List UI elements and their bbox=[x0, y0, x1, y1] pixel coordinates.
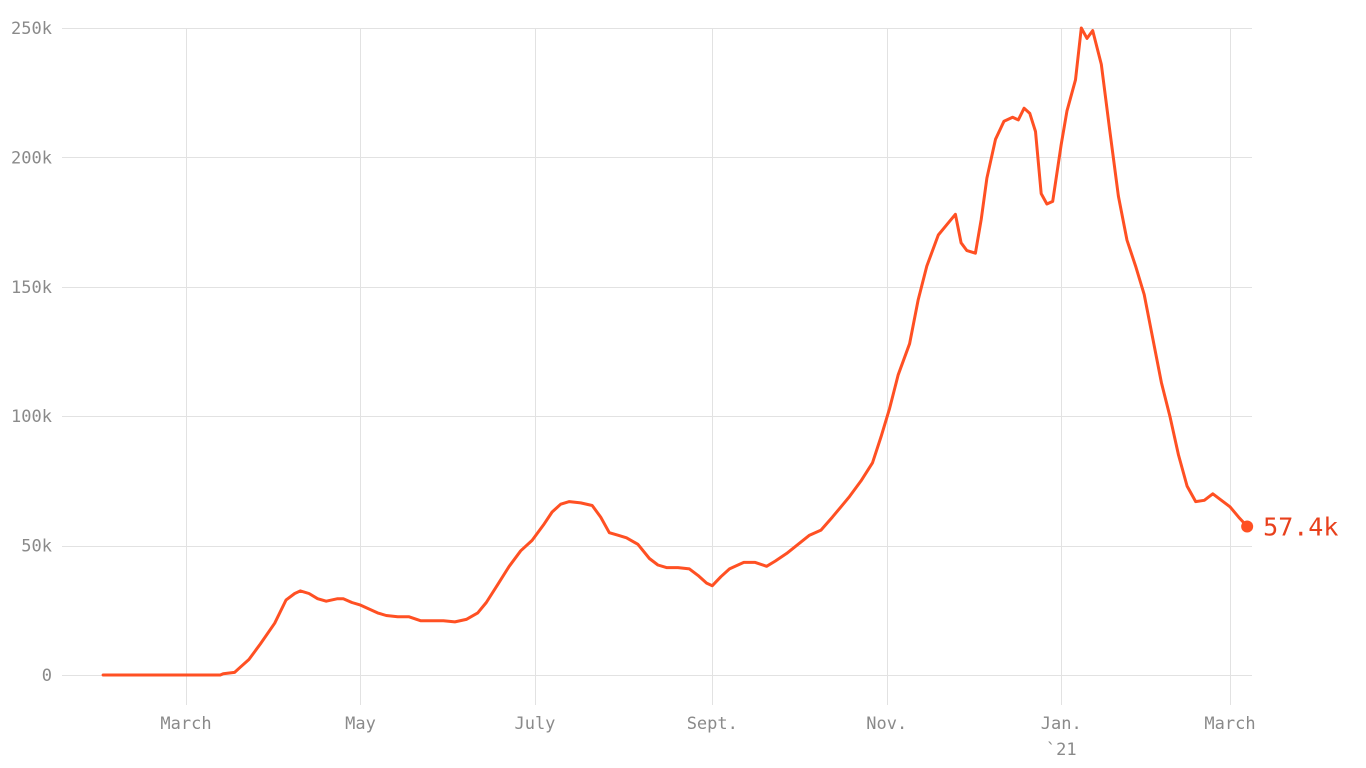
y-tick-label: 200k bbox=[11, 148, 52, 168]
x-tick-label: July bbox=[514, 714, 555, 734]
x-tick-sublabel: `21 bbox=[1046, 740, 1077, 760]
end-value-label: 57.4k bbox=[1263, 512, 1338, 541]
x-tick-label: March bbox=[160, 714, 211, 734]
x-tick-label: Sept. bbox=[687, 714, 738, 734]
series-line-0 bbox=[101, 26, 1249, 677]
x-axis-labels: March May July Sept. Nov. Jan. `21 March bbox=[160, 714, 1255, 760]
series-layer bbox=[101, 26, 1249, 677]
y-tick-label: 0 bbox=[42, 666, 52, 686]
grid-lines bbox=[62, 28, 1252, 705]
y-tick-label: 100k bbox=[11, 407, 52, 427]
y-tick-label: 150k bbox=[11, 278, 52, 298]
end-point-marker bbox=[1241, 520, 1254, 533]
x-tick-label: Jan. bbox=[1041, 714, 1082, 734]
x-tick-label: Nov. bbox=[866, 714, 907, 734]
end-marker-group: 57.4k bbox=[1241, 512, 1338, 541]
y-tick-label: 50k bbox=[21, 537, 52, 557]
y-axis-labels: 0 50k 100k 150k 200k 250k bbox=[11, 19, 52, 686]
y-tick-label: 250k bbox=[11, 19, 52, 39]
x-tick-label: March bbox=[1204, 714, 1255, 734]
x-tick-label: May bbox=[345, 714, 376, 734]
